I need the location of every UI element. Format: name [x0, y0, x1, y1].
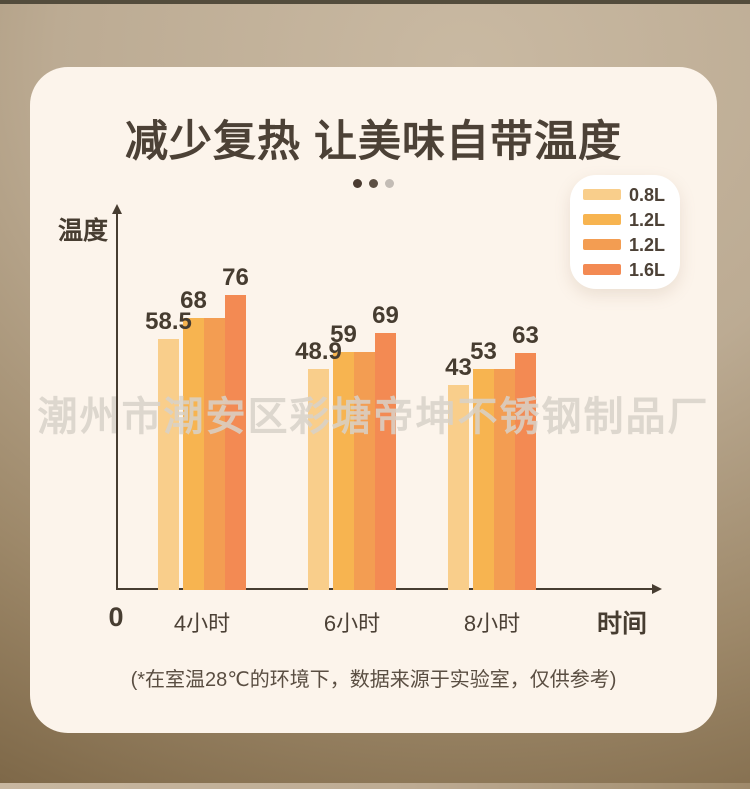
carousel-dots — [30, 179, 717, 188]
bar-0.8L-6小时 — [308, 369, 329, 590]
carousel-dot — [369, 179, 378, 188]
bar-1.2L-8小时 — [494, 369, 515, 590]
bar-value-label: 76 — [222, 264, 249, 291]
legend-label: 1.2L — [629, 234, 666, 255]
bar-1.2L-8小时 — [473, 369, 494, 590]
x-tick-label: 6小时 — [323, 611, 381, 636]
bar-1.6L-8小时 — [515, 353, 536, 590]
legend-label: 1.6L — [629, 259, 666, 280]
legend-swatch-icon — [583, 214, 621, 225]
carousel-dot — [353, 179, 362, 188]
top-divider-line — [0, 0, 750, 4]
legend-swatch-icon — [583, 264, 621, 275]
carousel-dot — [385, 179, 394, 188]
bar-value-label: 68 — [180, 287, 207, 314]
y-axis-line — [116, 213, 118, 590]
bar-0.8L-4小时 — [158, 339, 179, 590]
bar-1.2L-4小时 — [183, 318, 204, 590]
bar-value-label: 48.9 — [295, 338, 342, 365]
x-tick-label: 8小时 — [463, 611, 521, 636]
bar-1.6L-4小时 — [225, 295, 246, 590]
bar-1.6L-6小时 — [375, 333, 396, 590]
chart-legend: 0.8L 1.2L 1.2L 1.6L — [570, 175, 680, 289]
bar-value-label: 53 — [470, 338, 497, 365]
legend-row: 1.2L — [570, 211, 680, 229]
y-axis-title: 温度 — [57, 217, 108, 245]
legend-row: 0.8L — [570, 186, 680, 204]
bottom-edge-highlight — [0, 783, 750, 789]
legend-label: 1.2L — [629, 209, 666, 230]
bar-value-label: 43 — [445, 354, 472, 381]
bar-0.8L-8小时 — [448, 385, 469, 590]
axis-origin-label: 0 — [108, 602, 124, 632]
content-card: 减少复热 让美味自带温度 0.8L 1.2L 1.2L 1.6L 温度 0 时间 58… — [30, 67, 717, 733]
x-axis-title: 时间 — [596, 610, 647, 638]
legend-row: 1.6L — [570, 261, 680, 279]
bar-1.2L-6小时 — [354, 352, 375, 590]
legend-swatch-icon — [583, 189, 621, 200]
bar-value-label: 58.5 — [145, 308, 192, 335]
bar-value-label: 63 — [512, 322, 539, 349]
temperature-bar-chart: 温度 0 时间 58.5 68 76 48.9 59 69 43 53 63 4小时 6小时 8小时… — [30, 67, 717, 733]
legend-label: 0.8L — [629, 184, 666, 205]
x-axis-arrow-icon — [652, 584, 662, 594]
footnote-text: (*在室温28℃的环境下，数据来源于实验室，仅供参考) — [130, 669, 617, 691]
x-tick-label: 4小时 — [173, 611, 231, 636]
bar-value-label: 59 — [330, 321, 357, 348]
y-axis-arrow-icon — [112, 204, 122, 214]
page-title: 减少复热 让美味自带温度 — [125, 118, 622, 166]
bar-value-label: 69 — [372, 302, 399, 329]
bar-1.2L-4小时 — [204, 318, 225, 590]
legend-row: 1.2L — [570, 236, 680, 254]
bar-1.2L-6小时 — [333, 352, 354, 590]
legend-swatch-icon — [583, 239, 621, 250]
